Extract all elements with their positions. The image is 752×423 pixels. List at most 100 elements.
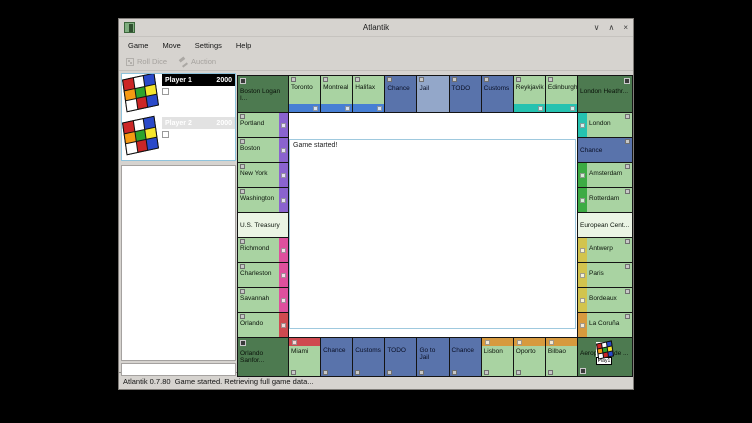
tile-label: Oporto — [515, 348, 536, 355]
price-tag-icon — [281, 297, 286, 303]
player-checkbox[interactable] — [162, 88, 169, 95]
airport-icon — [579, 368, 586, 374]
tile-label: Go to Jail — [419, 347, 436, 361]
menu-item-move[interactable]: Move — [162, 40, 181, 50]
tile-label: Boston Logan I... — [240, 88, 281, 102]
board-tile[interactable]: Chance — [385, 76, 417, 112]
tile-label: Orlando — [240, 320, 264, 327]
tile-label: London — [588, 120, 611, 127]
board-tile[interactable]: London — [577, 113, 632, 137]
board-tile[interactable]: Go to Jail — [417, 338, 449, 376]
price-tag-icon — [579, 197, 585, 203]
board-tile[interactable]: Halifax — [353, 76, 385, 112]
player-row[interactable]: Player 2 2000 — [122, 116, 235, 160]
board-tile[interactable]: Charleston — [238, 263, 288, 287]
tile-label: TODO — [387, 347, 406, 354]
player-row[interactable]: Player 1 2000 — [122, 74, 235, 117]
menu-item-game[interactable]: Game — [128, 40, 149, 50]
board-tile[interactable]: Rotterdam — [577, 188, 632, 212]
deed-icon — [624, 239, 630, 244]
price-bar — [545, 338, 577, 346]
board-tile[interactable]: Boston Logan I... — [238, 76, 288, 112]
board-tile[interactable]: Antwerp — [577, 238, 632, 262]
board-tile[interactable]: Oporto — [513, 338, 545, 376]
chat-input[interactable] — [121, 363, 236, 376]
deed-icon — [547, 370, 553, 375]
player-avatar — [122, 74, 160, 113]
tile-label: Toronto — [291, 84, 313, 91]
deed-icon — [291, 77, 296, 82]
window-shade-button[interactable]: ∨ — [593, 22, 600, 32]
roll-dice-button[interactable]: Roll Dice — [126, 57, 167, 66]
menu-item-help[interactable]: Help — [235, 40, 252, 50]
board-tile[interactable]: Amsterdam — [577, 163, 632, 187]
board-tile[interactable]: Portland — [238, 113, 288, 137]
board-tile[interactable]: Paris — [577, 263, 632, 287]
board-tile[interactable]: U.S. Treasury — [238, 213, 288, 237]
price-bar — [577, 263, 587, 287]
board-tile[interactable]: Toronto — [289, 76, 321, 112]
game-log-panel — [121, 165, 236, 361]
tile-label: Orlando Sanfor... — [240, 350, 265, 364]
deed-icon — [451, 370, 457, 375]
board-tile[interactable]: Orlando — [238, 313, 288, 337]
deed-icon — [323, 370, 329, 375]
board-tile[interactable]: Edinburgh — [545, 76, 577, 112]
menu-item-settings[interactable]: Settings — [194, 40, 222, 50]
board-tile[interactable]: Montreal — [321, 76, 353, 112]
board-tile[interactable]: Lisbon — [481, 338, 513, 376]
deed-icon — [240, 314, 245, 319]
board-tile[interactable]: Jail — [417, 76, 449, 112]
board-tile[interactable]: Bilbao — [545, 338, 577, 376]
deed-icon — [240, 239, 245, 244]
tile-label: Boston — [240, 145, 261, 152]
board-tile[interactable]: La Coruña — [577, 313, 632, 337]
board-tile[interactable]: Washington — [238, 188, 288, 212]
player-token-icon — [122, 116, 160, 156]
board-tile[interactable]: Orlando Sanfor... — [238, 338, 288, 376]
app-icon — [124, 22, 135, 33]
board-tile[interactable]: TODO — [385, 338, 417, 376]
deed-icon — [624, 164, 630, 169]
deed-icon — [547, 77, 553, 82]
price-bar — [279, 313, 288, 337]
price-bar — [577, 238, 587, 262]
board-tile[interactable]: Customs — [353, 338, 385, 376]
board-tile[interactable]: Boston — [238, 138, 288, 162]
board-tile[interactable]: Richmond — [238, 238, 288, 262]
deed-icon — [240, 189, 245, 194]
price-tag-icon — [579, 247, 585, 253]
tile-label: Rotterdam — [588, 195, 620, 202]
price-tag-icon — [281, 122, 286, 128]
board-tile[interactable]: Reykjavik — [513, 76, 545, 112]
player-checkbox[interactable] — [162, 131, 169, 138]
window-close-button[interactable]: × — [623, 22, 628, 32]
deed-icon — [240, 139, 245, 144]
price-tag-icon — [579, 122, 585, 128]
board-tile[interactable]: Aeropuerto de ...Play1 — [577, 338, 632, 376]
titlebar[interactable]: Atlantik ∨ ∧ × — [119, 19, 633, 37]
auction-button[interactable]: Auction — [179, 57, 216, 66]
price-tag-icon — [281, 247, 286, 253]
board-tile[interactable]: TODO — [449, 76, 481, 112]
board-tile[interactable]: London Heathr... — [577, 76, 632, 112]
board-tile[interactable]: Chance — [321, 338, 353, 376]
board-tile[interactable]: Chance — [577, 138, 632, 162]
board-tile[interactable]: Miami — [289, 338, 321, 376]
board-tile[interactable]: Customs — [481, 76, 513, 112]
deed-icon — [419, 370, 425, 375]
price-bar — [279, 138, 288, 162]
price-tag-icon — [281, 272, 286, 278]
board-tile[interactable]: Savannah — [238, 288, 288, 312]
board-tile[interactable]: Bordeaux — [577, 288, 632, 312]
deed-icon — [387, 77, 393, 82]
tile-label: Edinburgh — [547, 84, 577, 91]
tile-label: Customs — [355, 347, 381, 354]
board-tile[interactable]: Chance — [449, 338, 481, 376]
price-tag-icon — [281, 147, 286, 153]
tile-label: Montreal — [323, 84, 349, 91]
board-tile[interactable]: European Cent... — [577, 213, 632, 237]
board-tile[interactable]: New York — [238, 163, 288, 187]
price-bar — [279, 238, 288, 262]
window-maximize-button[interactable]: ∧ — [608, 22, 615, 32]
